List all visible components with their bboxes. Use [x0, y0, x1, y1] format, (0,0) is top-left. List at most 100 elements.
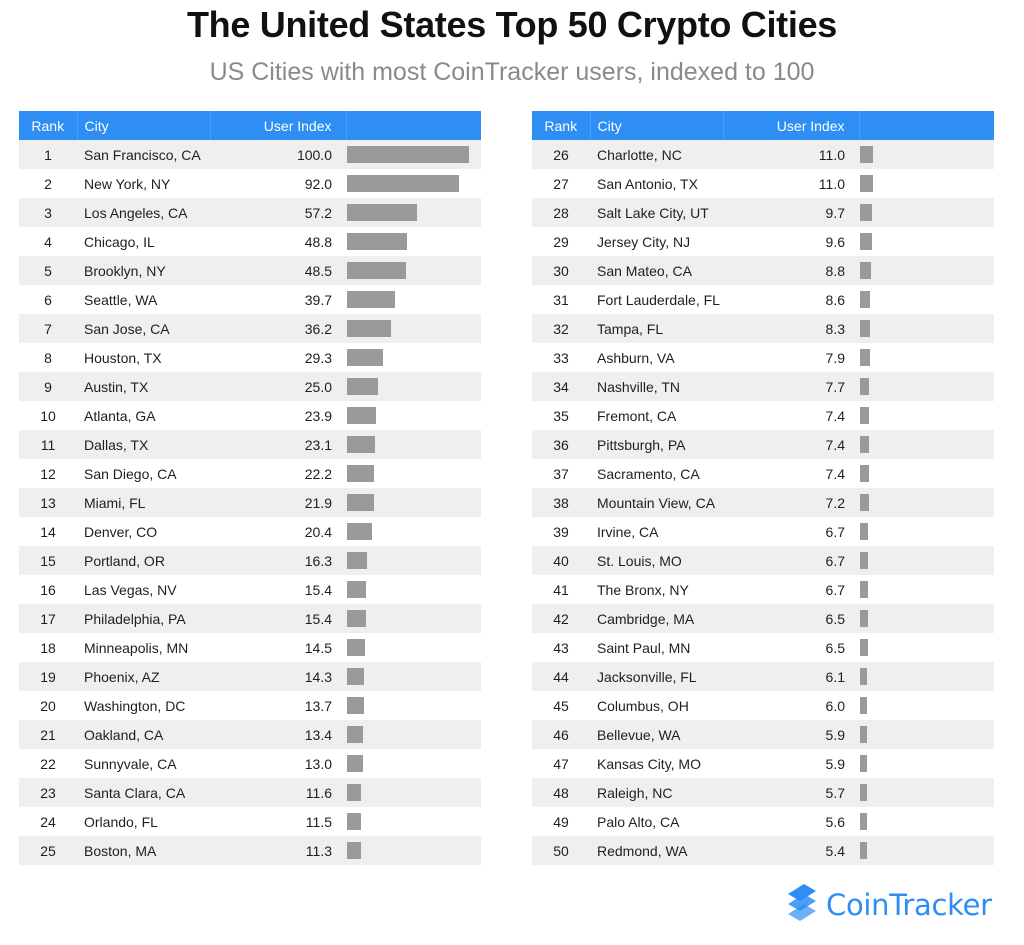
rank-cell: 8 — [19, 343, 77, 372]
user-index-cell: 100.0 — [210, 140, 346, 169]
bar-cell — [346, 169, 481, 198]
rank-cell: 38 — [532, 488, 590, 517]
index-bar — [347, 407, 376, 424]
index-bar — [347, 755, 363, 772]
header-user-index: User Index — [723, 111, 860, 140]
city-cell: St. Louis, MO — [590, 546, 723, 575]
index-bar — [860, 755, 867, 772]
index-bar — [347, 378, 378, 395]
city-cell: Raleigh, NC — [590, 778, 723, 807]
rank-cell: 16 — [19, 575, 77, 604]
index-bar — [860, 842, 867, 859]
user-index-cell: 6.7 — [723, 546, 859, 575]
bar-cell — [346, 430, 481, 459]
user-index-cell: 13.4 — [210, 720, 346, 749]
brand-name: CoinTracker — [826, 888, 992, 922]
city-cell: Tampa, FL — [590, 314, 723, 343]
table-row: 7 San Jose, CA 36.2 — [19, 314, 481, 343]
index-bar — [347, 349, 383, 366]
index-bar — [347, 813, 361, 830]
bar-cell — [346, 343, 481, 372]
rank-cell: 5 — [19, 256, 77, 285]
index-bar — [347, 668, 364, 685]
city-cell: The Bronx, NY — [590, 575, 723, 604]
rank-cell: 15 — [19, 546, 77, 575]
index-bar — [347, 291, 395, 308]
table-row: 29 Jersey City, NJ 9.6 — [532, 227, 994, 256]
index-bar — [860, 233, 872, 250]
rank-cell: 45 — [532, 691, 590, 720]
rank-cell: 22 — [19, 749, 77, 778]
bar-cell — [346, 749, 481, 778]
user-index-cell: 5.6 — [723, 807, 859, 836]
index-bar — [860, 523, 868, 540]
city-cell: Palo Alto, CA — [590, 807, 723, 836]
city-cell: Mountain View, CA — [590, 488, 723, 517]
rank-cell: 27 — [532, 169, 590, 198]
bar-cell — [346, 575, 481, 604]
bar-cell — [346, 546, 481, 575]
index-bar — [347, 175, 459, 192]
city-cell: Denver, CO — [77, 517, 210, 546]
table-row: 2 New York, NY 92.0 — [19, 169, 481, 198]
user-index-cell: 14.3 — [210, 662, 346, 691]
bar-cell — [859, 633, 994, 662]
table-row: 48 Raleigh, NC 5.7 — [532, 778, 994, 807]
rank-cell: 40 — [532, 546, 590, 575]
bar-cell — [859, 430, 994, 459]
index-bar — [347, 697, 364, 714]
user-index-cell: 48.8 — [210, 227, 346, 256]
rank-cell: 12 — [19, 459, 77, 488]
rank-cell: 50 — [532, 836, 590, 865]
table-row: 36 Pittsburgh, PA 7.4 — [532, 430, 994, 459]
city-cell: Nashville, TN — [590, 372, 723, 401]
rank-cell: 36 — [532, 430, 590, 459]
rank-cell: 48 — [532, 778, 590, 807]
table-row: 13 Miami, FL 21.9 — [19, 488, 481, 517]
bar-cell — [859, 227, 994, 256]
bar-cell — [859, 401, 994, 430]
city-cell: Orlando, FL — [77, 807, 210, 836]
bar-cell — [859, 546, 994, 575]
table-row: 23 Santa Clara, CA 11.6 — [19, 778, 481, 807]
city-cell: Las Vegas, NV — [77, 575, 210, 604]
city-cell: Philadelphia, PA — [77, 604, 210, 633]
user-index-cell: 5.9 — [723, 749, 859, 778]
user-index-cell: 6.7 — [723, 575, 859, 604]
rank-cell: 43 — [532, 633, 590, 662]
table-row: 39 Irvine, CA 6.7 — [532, 517, 994, 546]
bar-cell — [346, 314, 481, 343]
bar-cell — [346, 198, 481, 227]
rank-cell: 26 — [532, 140, 590, 169]
user-index-cell: 29.3 — [210, 343, 346, 372]
bar-cell — [346, 227, 481, 256]
user-index-cell: 6.7 — [723, 517, 859, 546]
bar-cell — [859, 459, 994, 488]
cointracker-logo-icon — [788, 884, 816, 921]
bar-cell — [346, 691, 481, 720]
table-row: 27 San Antonio, TX 11.0 — [532, 169, 994, 198]
city-cell: Jersey City, NJ — [590, 227, 723, 256]
city-cell: San Antonio, TX — [590, 169, 723, 198]
rank-cell: 23 — [19, 778, 77, 807]
cointracker-logo: CoinTracker — [786, 882, 998, 930]
table-row: 22 Sunnyvale, CA 13.0 — [19, 749, 481, 778]
city-cell: Washington, DC — [77, 691, 210, 720]
bar-cell — [859, 517, 994, 546]
rank-cell: 31 — [532, 285, 590, 314]
city-cell: Los Angeles, CA — [77, 198, 210, 227]
rank-cell: 35 — [532, 401, 590, 430]
rank-cell: 10 — [19, 401, 77, 430]
index-bar — [860, 175, 873, 192]
rank-cell: 1 — [19, 140, 77, 169]
index-bar — [860, 494, 869, 511]
table-row: 11 Dallas, TX 23.1 — [19, 430, 481, 459]
city-cell: Seattle, WA — [77, 285, 210, 314]
rank-cell: 19 — [19, 662, 77, 691]
city-cell: Jacksonville, FL — [590, 662, 723, 691]
bar-cell — [859, 372, 994, 401]
user-index-cell: 20.4 — [210, 517, 346, 546]
user-index-cell: 21.9 — [210, 488, 346, 517]
user-index-cell: 11.3 — [210, 836, 346, 865]
table-header-row: Rank City User Index — [19, 111, 481, 140]
